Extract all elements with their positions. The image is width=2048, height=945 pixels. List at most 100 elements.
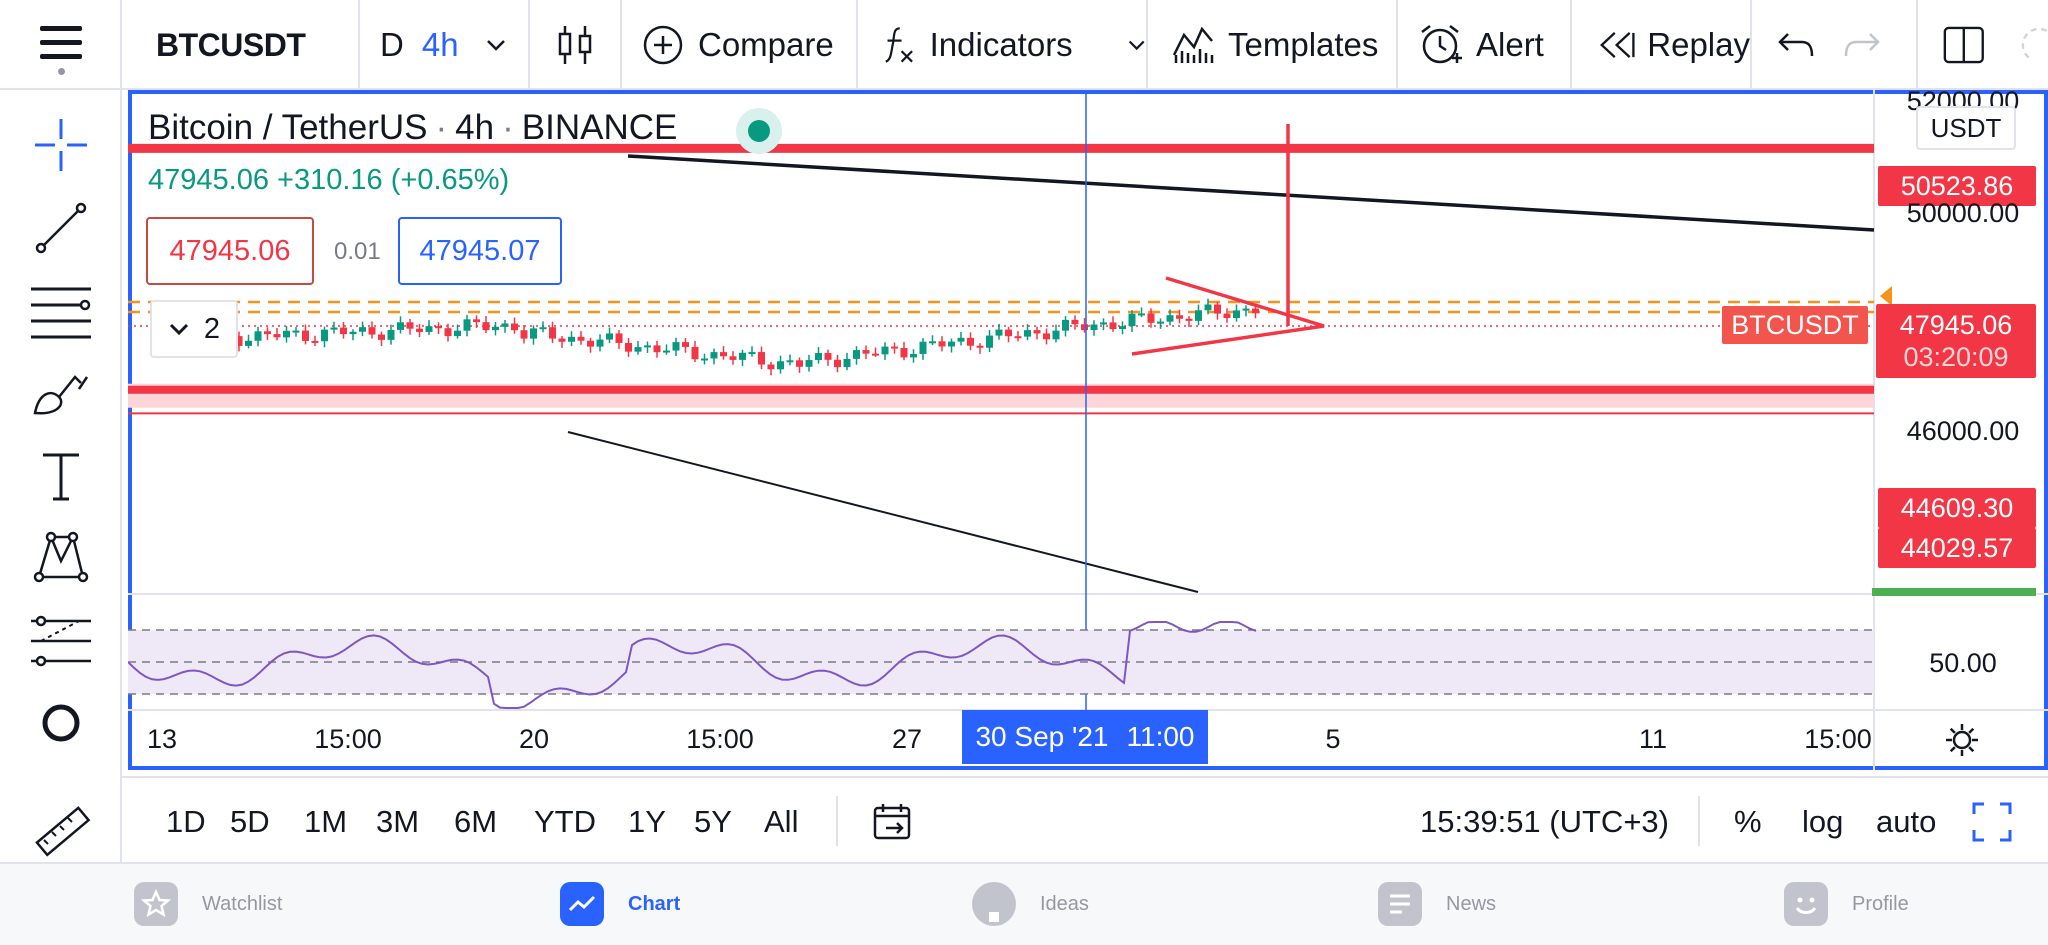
redo-icon[interactable]: [1842, 30, 1882, 60]
chart-pane[interactable]: [128, 90, 2048, 770]
prediction-tool[interactable]: [24, 606, 98, 676]
candle-body: [511, 323, 518, 331]
shapes-tool[interactable]: [24, 688, 98, 758]
nav-news[interactable]: News: [1378, 882, 1496, 926]
menu-icon: [40, 26, 82, 31]
range-1y[interactable]: 1Y: [628, 804, 666, 839]
range-6m[interactable]: 6M: [454, 804, 498, 839]
range-3m[interactable]: 3M: [376, 804, 420, 839]
candle-body: [330, 327, 338, 330]
alert-label: Alert: [1476, 26, 1544, 63]
range-1d[interactable]: 1D: [166, 804, 206, 839]
candle-body: [682, 342, 689, 347]
interval-day[interactable]: D: [380, 26, 404, 63]
candle-body: [416, 328, 423, 332]
candle-body: [834, 359, 841, 368]
chart-canvas[interactable]: [128, 90, 2048, 770]
news-icon: [1378, 882, 1422, 926]
indicators-button[interactable]: Indicators: [858, 0, 1148, 90]
nav-label: News: [1446, 892, 1497, 915]
interval-4h[interactable]: 4h: [421, 26, 459, 63]
range-5d[interactable]: 5D: [230, 804, 270, 839]
time-tick: 20: [518, 724, 550, 754]
candle-body: [672, 342, 680, 351]
log-scale-toggle[interactable]: log: [1802, 804, 1844, 839]
candle-body: [701, 358, 708, 361]
nav-watchlist[interactable]: Watchlist: [134, 882, 282, 926]
candle-body: [777, 361, 784, 370]
candle-body: [1062, 319, 1069, 331]
replay-button[interactable]: Replay: [1572, 0, 1752, 90]
chevron-down-icon[interactable]: [1127, 38, 1146, 52]
auto-scale-toggle[interactable]: auto: [1876, 804, 1937, 839]
nav-chart[interactable]: Chart: [560, 882, 680, 926]
chevron-down-icon[interactable]: [485, 38, 507, 52]
bottom-toolbar: 1D 5D 1M 3M 6M YTD 1Y 5Y All 15:39:51 (U…: [122, 776, 2048, 862]
candle-body: [1033, 330, 1041, 334]
templates-button[interactable]: Templates: [1148, 0, 1398, 90]
price-tick: 46000.00: [1906, 416, 2020, 446]
fullscreen-icon[interactable]: [1970, 800, 2014, 844]
indicators-count: 2: [203, 312, 221, 345]
percent-scale-toggle[interactable]: %: [1734, 804, 1762, 839]
fib-retracement-tool[interactable]: [24, 276, 98, 346]
indicators-collapse-button[interactable]: 2: [150, 300, 238, 358]
sell-button[interactable]: 47945.06: [146, 217, 314, 285]
compare-button[interactable]: Compare: [622, 0, 858, 90]
chart-type-button[interactable]: [530, 0, 622, 90]
range-all[interactable]: All: [764, 804, 799, 839]
symbol-search-button[interactable]: BTCUSDT: [130, 0, 360, 90]
interval-selector[interactable]: D 4h: [360, 0, 530, 90]
menu-button[interactable]: [0, 0, 122, 90]
symbol-legend: Bitcoin / TetherUS · 4h · BINANCE: [148, 108, 678, 147]
text-tool[interactable]: [24, 440, 98, 510]
buy-button[interactable]: 47945.07: [398, 217, 562, 285]
divider: [1698, 796, 1700, 846]
currency-badge[interactable]: USDT: [1916, 106, 2016, 150]
candle-body: [881, 346, 889, 355]
candle-body: [995, 329, 1003, 336]
candle-body: [1214, 304, 1221, 314]
prediction-icon: [31, 615, 91, 667]
layout-button[interactable]: [1918, 0, 2048, 90]
candle-body: [568, 336, 575, 342]
nav-profile[interactable]: Profile: [1784, 882, 1909, 926]
candle-body: [767, 364, 775, 370]
triangle-pattern: [1131, 276, 1325, 356]
candle-body: [900, 347, 908, 358]
candle-body: [273, 334, 281, 338]
pattern-tool[interactable]: [24, 522, 98, 592]
alert-button[interactable]: Alert: [1398, 0, 1572, 90]
range-5y[interactable]: 5Y: [694, 804, 732, 839]
calendar-goto-icon[interactable]: [872, 802, 914, 842]
undo-redo-group: [1752, 0, 1918, 90]
symbol-name: Bitcoin / TetherUS: [148, 108, 428, 147]
candle-body: [710, 352, 718, 359]
candle-body: [359, 327, 366, 332]
range-ytd[interactable]: YTD: [534, 804, 596, 839]
market-status-icon[interactable]: [736, 108, 782, 154]
trend-line-down: [567, 431, 1199, 593]
candle-body: [558, 338, 566, 342]
candle-body: [406, 322, 414, 329]
fib-retracement-icon: [31, 287, 91, 339]
volume-indicator-bar: [1872, 588, 2036, 596]
candle-body: [1176, 315, 1183, 319]
loading-icon: [2021, 27, 2047, 61]
bar-countdown: 03:20:09: [1903, 342, 2009, 372]
clock-timezone[interactable]: 15:39:51 (UTC+3): [1420, 804, 1669, 839]
time-tick: 15:00: [1804, 724, 1872, 754]
candle-body: [653, 345, 661, 353]
candle-body: [397, 322, 404, 330]
range-1m[interactable]: 1M: [304, 804, 348, 839]
settings-gear-icon[interactable]: [1944, 722, 1980, 758]
nav-ideas[interactable]: Ideas: [972, 882, 1089, 926]
brush-tool[interactable]: [24, 358, 98, 428]
ruler-icon[interactable]: [30, 800, 94, 864]
candle-body: [976, 345, 984, 348]
trend-line-tool[interactable]: [24, 193, 98, 263]
crosshair-tool[interactable]: [24, 110, 98, 180]
candle-body: [720, 352, 727, 357]
candle-body: [283, 330, 290, 338]
undo-icon[interactable]: [1776, 30, 1816, 60]
